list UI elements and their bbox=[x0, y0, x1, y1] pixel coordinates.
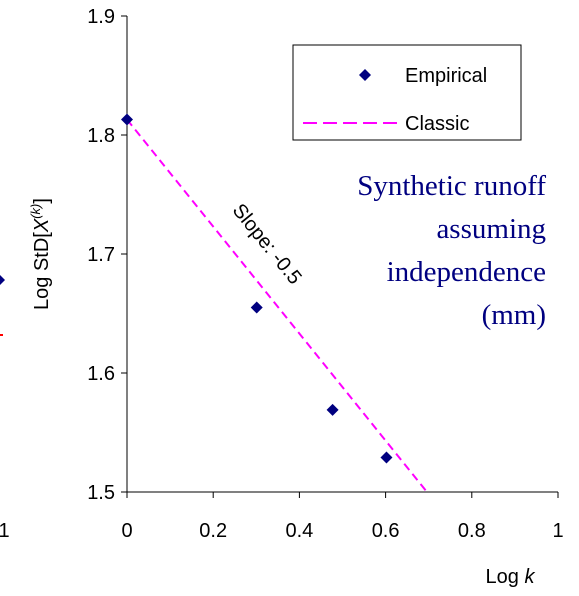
x-tick-label: 0.8 bbox=[458, 520, 486, 542]
empirical-point bbox=[121, 113, 133, 126]
empirical-point bbox=[326, 403, 339, 416]
legend-box bbox=[292, 44, 522, 141]
adjacent-chart-tick: 1 bbox=[0, 520, 10, 542]
y-tick-label: 1.8 bbox=[87, 125, 115, 147]
x-axis-label: Log k bbox=[486, 566, 536, 588]
legend-marker bbox=[359, 69, 371, 81]
annotation: (mm) bbox=[482, 299, 546, 331]
x-tick-label: 0.4 bbox=[285, 520, 313, 542]
y-tick-label: 1.9 bbox=[87, 6, 115, 28]
annotation: independence bbox=[387, 256, 546, 288]
legend-label: Empirical bbox=[405, 65, 487, 87]
empirical-point bbox=[380, 451, 393, 464]
x-tick-label: 0.6 bbox=[372, 520, 400, 542]
y-tick-label: 1.6 bbox=[87, 363, 115, 385]
x-tick-label: 1 bbox=[552, 520, 563, 542]
legend-label: Classic bbox=[405, 113, 469, 135]
annotation: Synthetic runoff bbox=[357, 170, 546, 202]
classic-line bbox=[127, 118, 428, 492]
x-tick-label: 0 bbox=[121, 520, 132, 542]
y-tick-label: 1.5 bbox=[87, 482, 115, 504]
adjacent-chart-marker bbox=[0, 275, 5, 285]
y-axis-label: Log StD[X(k)] bbox=[28, 198, 53, 310]
x-tick-label: 0.2 bbox=[199, 520, 227, 542]
slope-annotation: Slope: -0.5 bbox=[228, 200, 306, 289]
annotation: assuming bbox=[436, 213, 546, 245]
empirical-point bbox=[250, 301, 263, 314]
y-tick-label: 1.7 bbox=[87, 244, 115, 266]
